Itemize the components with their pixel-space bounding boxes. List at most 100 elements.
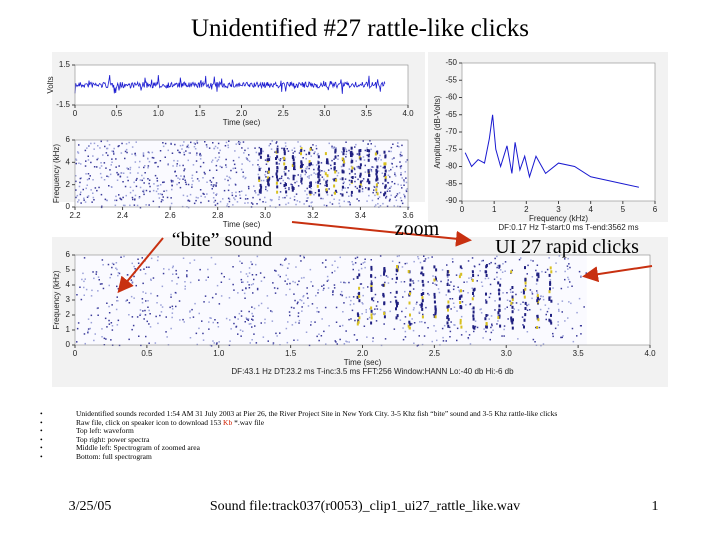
spectrogram-texture <box>383 301 386 305</box>
spectrogram-texture <box>234 198 236 201</box>
spectrogram-texture <box>448 284 451 286</box>
spectrogram-texture <box>262 179 265 182</box>
spectrogram-texture <box>373 186 376 188</box>
spectrogram-texture <box>231 194 234 197</box>
spectrogram-texture <box>310 201 312 204</box>
spectrogram-texture <box>76 327 79 330</box>
spectrogram-texture <box>473 265 476 267</box>
spectrogram-texture <box>80 298 83 301</box>
spectrogram-texture <box>110 322 113 324</box>
spectrogram-texture <box>285 194 288 197</box>
spectrogram-texture <box>370 321 373 325</box>
spectrogram-texture <box>363 159 366 161</box>
spectrogram-texture <box>493 278 496 280</box>
spectrogram-texture <box>447 304 450 308</box>
spectrogram-texture <box>489 338 491 341</box>
spectrogram-texture <box>217 142 220 145</box>
spectrogram-texture <box>339 325 341 327</box>
spectrogram-texture <box>366 200 368 202</box>
spectrogram-texture <box>523 318 526 322</box>
spectrogram-texture <box>176 183 178 186</box>
spectrogram-texture <box>536 290 538 292</box>
spectrogram-texture <box>545 313 547 316</box>
spectrogram-texture <box>511 321 514 325</box>
spectrogram-texture <box>252 196 254 199</box>
spectrogram-texture <box>375 172 378 176</box>
spectrogram-texture <box>196 343 198 346</box>
spectrogram-texture <box>364 261 366 263</box>
spectrogram-texture <box>354 146 356 148</box>
spectrogram-texture <box>379 205 382 207</box>
y-tick-label: -70 <box>445 127 457 136</box>
spectrogram-texture <box>548 318 551 322</box>
spectrogram-texture <box>121 142 123 145</box>
spectrogram-texture <box>198 312 200 315</box>
spectrogram-texture <box>134 154 137 157</box>
spectrogram-texture <box>506 299 509 301</box>
spectrogram-texture <box>111 150 113 152</box>
spectrogram-texture <box>524 278 527 282</box>
spectrogram-texture <box>246 198 249 200</box>
spectrogram-texture <box>254 325 256 327</box>
spectrogram-texture <box>300 260 302 262</box>
spectrogram-texture <box>277 274 280 276</box>
spectrogram-texture <box>133 297 135 299</box>
spectrogram-texture <box>267 181 270 185</box>
spectrogram-texture <box>97 307 99 309</box>
spectrogram-texture <box>350 318 352 320</box>
spectrogram-texture <box>117 272 120 274</box>
spectrogram-texture <box>398 261 401 264</box>
y-tick-label: 4 <box>66 157 71 166</box>
spectrogram-texture <box>219 149 221 152</box>
spectrogram-texture <box>244 149 246 152</box>
spectrogram-texture <box>220 281 223 283</box>
spectrogram-texture <box>251 326 253 328</box>
spectrogram-texture <box>367 286 369 288</box>
spectrogram-texture <box>218 303 221 305</box>
spectrogram-texture <box>341 324 344 327</box>
spectrogram-texture <box>370 309 373 313</box>
spectrogram-texture <box>199 154 201 156</box>
spectrogram-texture <box>177 177 179 179</box>
spectrogram-texture <box>394 196 396 198</box>
spectrogram-texture <box>276 175 278 179</box>
spectrogram-texture <box>299 201 301 203</box>
spectrogram-texture <box>485 299 487 301</box>
spectrogram-texture <box>382 182 384 185</box>
spectrogram-texture <box>294 299 296 302</box>
spectrogram-texture <box>95 273 97 275</box>
spectrogram-texture <box>453 324 455 326</box>
spectrogram-texture <box>215 185 217 187</box>
spectrogram-texture <box>144 273 147 275</box>
spectrogram-texture <box>366 147 368 149</box>
spectrogram-texture <box>427 281 429 283</box>
spectrogram-texture <box>225 166 228 168</box>
spectrogram-texture <box>535 283 538 285</box>
spectrogram-texture <box>260 302 263 305</box>
spectrogram-texture <box>325 183 328 187</box>
spectrogram-texture <box>183 169 185 172</box>
spectrogram-texture <box>380 159 382 161</box>
spectrogram-texture <box>395 165 398 168</box>
spectrogram-texture <box>419 321 421 323</box>
spectrogram-texture <box>370 280 373 282</box>
spectrogram-texture <box>271 140 273 142</box>
spectrogram-texture <box>258 179 261 182</box>
spectrogram-texture <box>217 158 220 161</box>
spectrogram-texture <box>427 327 429 329</box>
spectrogram-texture <box>260 322 262 324</box>
spectrogram-texture <box>257 159 259 161</box>
spectrogram-texture <box>359 183 362 187</box>
spectrogram-texture <box>218 341 220 343</box>
spectrogram-texture <box>258 176 261 180</box>
spectrogram-texture <box>293 339 295 341</box>
spectrogram-texture <box>153 183 155 185</box>
spectrogram-texture <box>318 169 321 173</box>
spectrogram-texture <box>235 143 237 145</box>
spectrogram-texture <box>275 270 277 272</box>
spectrogram-texture <box>258 146 261 149</box>
spectrogram-texture <box>446 321 449 325</box>
spectrogram-texture <box>366 318 369 320</box>
spectrogram-texture <box>542 298 545 301</box>
spectrogram-texture <box>179 319 181 321</box>
